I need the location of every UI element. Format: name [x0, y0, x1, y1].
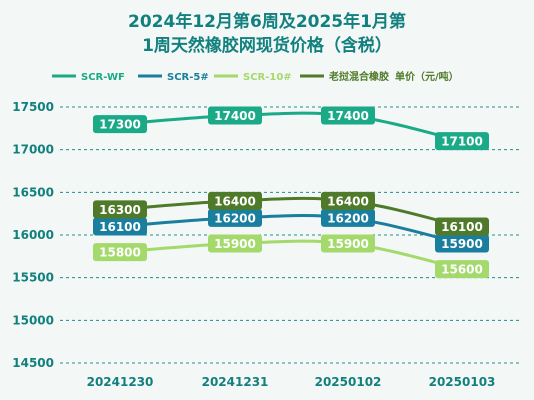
legend-label: SCR-10#	[243, 72, 292, 83]
data-label-box	[435, 217, 489, 236]
data-label: 15900	[208, 234, 262, 253]
y-tick-label: 15000	[12, 313, 54, 327]
x-tick-label: 20250103	[429, 375, 496, 389]
y-tick-label: 14500	[12, 356, 54, 370]
data-labels: 17300 17400 17400 17100 16100 16200 16200 15900…	[93, 106, 489, 279]
data-label-text: 16300	[99, 203, 141, 217]
data-label: 15600	[435, 260, 489, 279]
x-tick-label: 20241230	[87, 375, 154, 389]
title-line-2: 1周天然橡胶网现货价格（含税）	[142, 35, 392, 56]
data-label-box	[321, 106, 375, 125]
data-label: 16200	[208, 208, 262, 227]
y-tick-label: 17000	[12, 143, 54, 157]
data-label: 16300	[93, 200, 147, 219]
y-tick-label: 15500	[12, 271, 54, 285]
data-label-box	[435, 234, 489, 253]
data-label-text: 16400	[214, 194, 256, 208]
data-label: 17100	[435, 132, 489, 151]
legend-item: 老挝混合橡胶	[300, 70, 389, 83]
data-label-box	[93, 200, 147, 219]
data-label-text: 15900	[327, 237, 369, 251]
series-lines	[119, 111, 463, 271]
data-label-text: 16200	[214, 211, 256, 225]
data-label: 17400	[321, 106, 375, 125]
data-label-text: 16400	[327, 194, 369, 208]
data-label: 15900	[321, 234, 375, 253]
data-label: 15900	[435, 234, 489, 253]
legend-item: SCR-10#	[214, 72, 292, 83]
x-axis-ticks: 20241230 20241231 20250102 20250103	[87, 375, 496, 389]
y-tick-label: 17500	[12, 100, 54, 114]
data-label-box	[93, 243, 147, 262]
data-label: 16200	[321, 208, 375, 227]
legend-label: SCR-WF	[81, 72, 125, 83]
data-label-box	[93, 115, 147, 134]
data-label: 17300	[93, 115, 147, 134]
chart-title: 2024年12月第6周及2025年1月第 1周天然橡胶网现货价格（含税）	[128, 11, 406, 56]
data-label-text: 17300	[99, 118, 141, 132]
data-label-box	[93, 217, 147, 236]
data-label-box	[321, 191, 375, 210]
y-axis-ticks: 14500 15000 15500 16000 16500 17000 17500	[12, 100, 54, 370]
data-label-text: 17400	[327, 109, 369, 123]
data-label-box	[435, 132, 489, 151]
data-label-text: 17400	[214, 109, 256, 123]
legend-label: SCR-5#	[167, 72, 209, 83]
data-label-text: 16100	[441, 220, 483, 234]
data-label-box	[208, 208, 262, 227]
data-label-text: 15900	[214, 237, 256, 251]
data-label: 16400	[208, 191, 262, 210]
data-label-box	[208, 234, 262, 253]
legend-label: 老挝混合橡胶	[328, 70, 389, 83]
data-label-text: 16200	[327, 211, 369, 225]
data-label-box	[435, 260, 489, 279]
unit-label: 单价（元/吨）	[395, 70, 459, 83]
y-tick-label: 16000	[12, 228, 54, 242]
legend-item: SCR-5#	[138, 72, 209, 83]
series-line	[119, 239, 463, 271]
title-line-1: 2024年12月第6周及2025年1月第	[128, 11, 406, 32]
data-label-text: 15600	[441, 263, 483, 277]
data-label-box	[321, 208, 375, 227]
data-label-box	[208, 106, 262, 125]
data-label-text: 15900	[441, 237, 483, 251]
data-label: 16100	[93, 217, 147, 236]
series-line	[119, 111, 463, 143]
data-label-text: 16100	[99, 220, 141, 234]
x-tick-label: 20250102	[315, 375, 382, 389]
data-label-box	[321, 234, 375, 253]
data-label: 17400	[208, 106, 262, 125]
data-label: 16400	[321, 191, 375, 210]
y-tick-label: 16500	[12, 185, 54, 199]
legend: SCR-WF SCR-5# SCR-10# 老挝混合橡胶 单价（元/吨）	[52, 70, 459, 83]
data-label-text: 17100	[441, 135, 483, 149]
series-line	[119, 196, 463, 228]
series-line	[119, 214, 463, 245]
legend-item: SCR-WF	[52, 72, 125, 83]
data-label-text: 15800	[99, 246, 141, 260]
data-label-box	[208, 191, 262, 210]
data-label: 15800	[93, 243, 147, 262]
data-label: 16100	[435, 217, 489, 236]
x-tick-label: 20241231	[202, 375, 269, 389]
